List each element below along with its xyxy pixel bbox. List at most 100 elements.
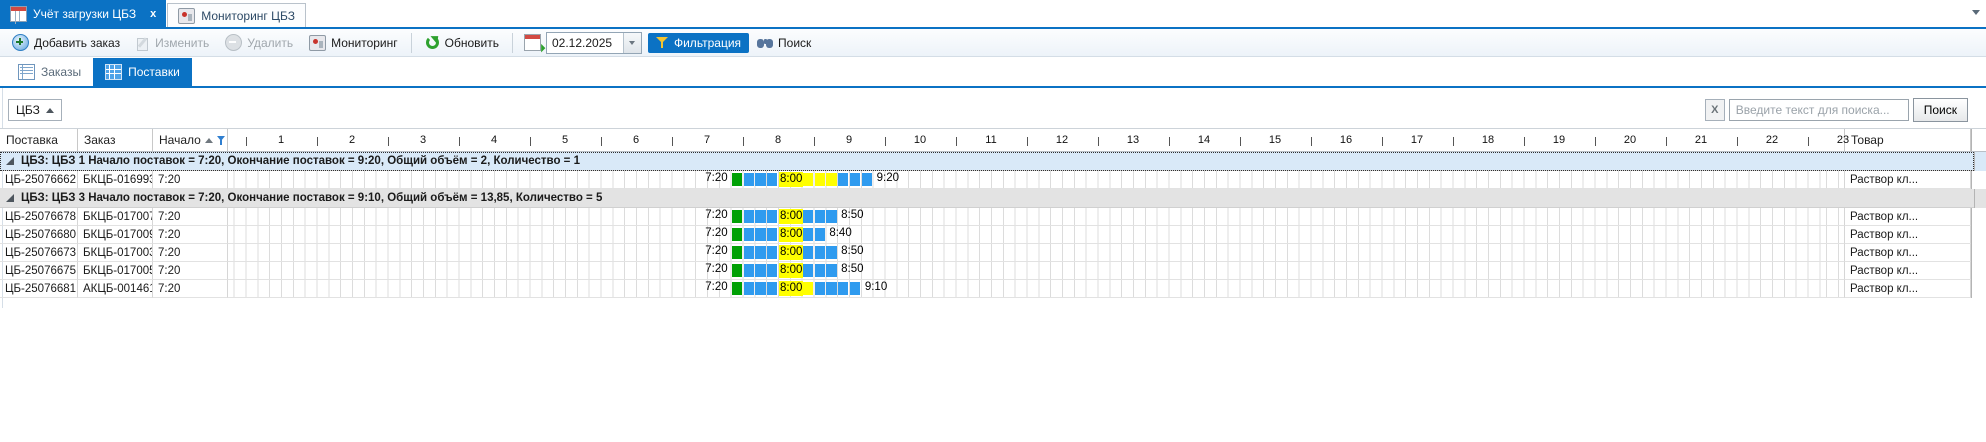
- table-row[interactable]: ЦБ-25076673 БКЦБ-017003 7:20 7:20 8:50 8:00 Ра…: [0, 244, 1986, 262]
- gantt-block: [838, 173, 849, 186]
- hour-label: 10: [913, 134, 927, 146]
- tab-postavki[interactable]: Поставки: [93, 58, 192, 86]
- column-header-start[interactable]: Начало: [153, 129, 228, 151]
- gantt-block: [814, 264, 825, 277]
- delete-button[interactable]: Удалить: [217, 31, 301, 54]
- gantt-block: [767, 246, 778, 259]
- tab-list-dropdown-icon[interactable]: [1972, 10, 1980, 15]
- hour-label: 13: [1126, 134, 1140, 146]
- hour-label: 15: [1268, 134, 1282, 146]
- refresh-icon: [425, 35, 440, 50]
- gantt-block: [731, 210, 742, 223]
- gantt-block: [826, 173, 837, 186]
- table-row[interactable]: ЦБ-25076678 БКЦБ-017007 7:20 7:20 8:50 8:00 Ра…: [0, 208, 1986, 226]
- bar-start-time: 7:20: [705, 172, 728, 184]
- gantt-timeline-cell: 7:20 8:40 8:00: [228, 226, 1845, 244]
- table-row[interactable]: ЦБ-25076681 АКЦБ-001461 7:20 7:20 9:10 8:00 Ра…: [0, 280, 1986, 298]
- product-cell: Раствор кл...: [1845, 171, 1971, 189]
- bar-start-time: 7:20: [705, 281, 728, 293]
- table-row[interactable]: ЦБ-25076680 БКЦБ-017009 7:20 7:20 8:40 8:00 Ра…: [0, 226, 1986, 244]
- document-tabstrip: Учёт загрузки ЦБЗ x Мониторинг ЦБЗ: [0, 0, 1986, 29]
- delivery-cell: ЦБ-25076680: [0, 226, 78, 244]
- table-row[interactable]: ЦБ-25076675 БКЦБ-017005 7:20 7:20 8:50 8:00 Ра…: [0, 262, 1986, 280]
- hour-tick: [955, 137, 957, 146]
- table-row[interactable]: ЦБ-25076662 БКЦБ-016993 7:20 7:20 9:20 8:00 Ра…: [0, 171, 1986, 189]
- tab-label: Мониторинг ЦБЗ: [201, 8, 295, 23]
- gantt-block: [826, 246, 837, 259]
- gantt-block: [814, 173, 825, 186]
- search-submit-button[interactable]: Поиск: [1912, 98, 1968, 122]
- gantt-block: [755, 282, 766, 295]
- bar-start-time: 7:20: [705, 263, 728, 275]
- search-label: Поиск: [778, 35, 812, 50]
- add-icon: [12, 34, 29, 51]
- gantt-block: [731, 282, 742, 295]
- group-by-czb-button[interactable]: ЦБЗ: [8, 99, 62, 121]
- loading-table-icon: [10, 5, 27, 22]
- grid-right-edge: [1974, 152, 1986, 171]
- edit-button[interactable]: Изменить: [128, 33, 217, 53]
- group-expand-icon[interactable]: [6, 157, 14, 165]
- gantt-block: [743, 282, 754, 295]
- grid-right-edge: [1971, 226, 1983, 244]
- hour-tick: [316, 137, 318, 146]
- product-cell: Раствор кл...: [1845, 226, 1971, 244]
- group-row[interactable]: ЦБЗ: ЦБЗ 1 Начало поставок = 7:20, Оконч…: [0, 152, 1974, 171]
- hour-label: 23: [1836, 134, 1850, 146]
- refresh-button[interactable]: Обновить: [417, 32, 507, 53]
- search-bar: X Поиск: [1704, 98, 1968, 122]
- delete-label: Удалить: [247, 35, 294, 50]
- hour-tick: [1310, 137, 1312, 146]
- timeline-hour-ruler: 1 2 3 4 5 6 7 8 9 10 11 12 13 14 15 16 17 18 19 20 21 22 23: [228, 129, 1849, 151]
- date-input[interactable]: [546, 33, 623, 52]
- calendar-icon[interactable]: [523, 34, 541, 51]
- hour-tick: [1736, 137, 1738, 146]
- tab-zakazy[interactable]: Заказы: [6, 58, 93, 86]
- gantt-block: [743, 210, 754, 223]
- group-expand-icon[interactable]: [6, 194, 14, 202]
- order-cell: АКЦБ-001461: [78, 280, 153, 298]
- date-dropdown-button[interactable]: [622, 32, 641, 53]
- column-header-order[interactable]: Заказ: [78, 129, 153, 151]
- gantt-timeline-cell: 7:20 9:10 8:00: [228, 280, 1845, 298]
- close-tab-icon[interactable]: x: [150, 7, 157, 20]
- column-header-delivery[interactable]: Поставка: [0, 129, 78, 151]
- gantt-block: [731, 264, 742, 277]
- bar-mid-time: 8:00: [779, 227, 804, 242]
- monitoring-button[interactable]: Мониторинг: [301, 32, 406, 54]
- start-cell: 7:20: [153, 244, 228, 262]
- gantt-block: [767, 282, 778, 295]
- funnel-icon: [655, 36, 669, 49]
- hour-tick: [1026, 137, 1028, 146]
- search-button-toolbar[interactable]: Поиск: [749, 33, 819, 53]
- main-toolbar: Добавить заказ Изменить Удалить Монитори…: [0, 29, 1986, 57]
- hour-label: 9: [845, 134, 853, 146]
- gantt-block: [743, 264, 754, 277]
- add-order-button[interactable]: Добавить заказ: [4, 31, 128, 54]
- tab-uchet-zagruzki[interactable]: Учёт загрузки ЦБЗ x: [0, 0, 167, 27]
- hour-label: 6: [632, 134, 640, 146]
- gantt-block: [755, 264, 766, 277]
- group-row[interactable]: ЦБЗ: ЦБЗ 3 Начало поставок = 7:20, Оконч…: [0, 189, 1974, 208]
- edit-icon: [136, 36, 150, 51]
- gantt-block: [826, 264, 837, 277]
- delivery-cell: ЦБ-25076662: [0, 171, 78, 189]
- search-input[interactable]: [1728, 99, 1909, 121]
- grid-right-edge: [1971, 171, 1983, 189]
- filter-button[interactable]: Фильтрация: [647, 32, 750, 53]
- start-cell: 7:20: [153, 171, 228, 189]
- clear-search-button[interactable]: X: [1704, 99, 1725, 121]
- hour-tick: [600, 137, 602, 146]
- gantt-block: [850, 282, 861, 295]
- bar-mid-time: 8:00: [779, 245, 804, 260]
- gantt-block: [838, 282, 849, 295]
- gantt-block: [802, 173, 813, 186]
- tab-monitoring[interactable]: Мониторинг ЦБЗ: [167, 3, 306, 27]
- date-editor: [523, 31, 642, 54]
- column-header-product[interactable]: Товар: [1845, 129, 1971, 151]
- column-filter-icon[interactable]: [216, 135, 226, 145]
- start-cell: 7:20: [153, 226, 228, 244]
- gantt-block: [767, 173, 778, 186]
- gantt-block: [743, 246, 754, 259]
- monitoring-icon: [178, 7, 196, 24]
